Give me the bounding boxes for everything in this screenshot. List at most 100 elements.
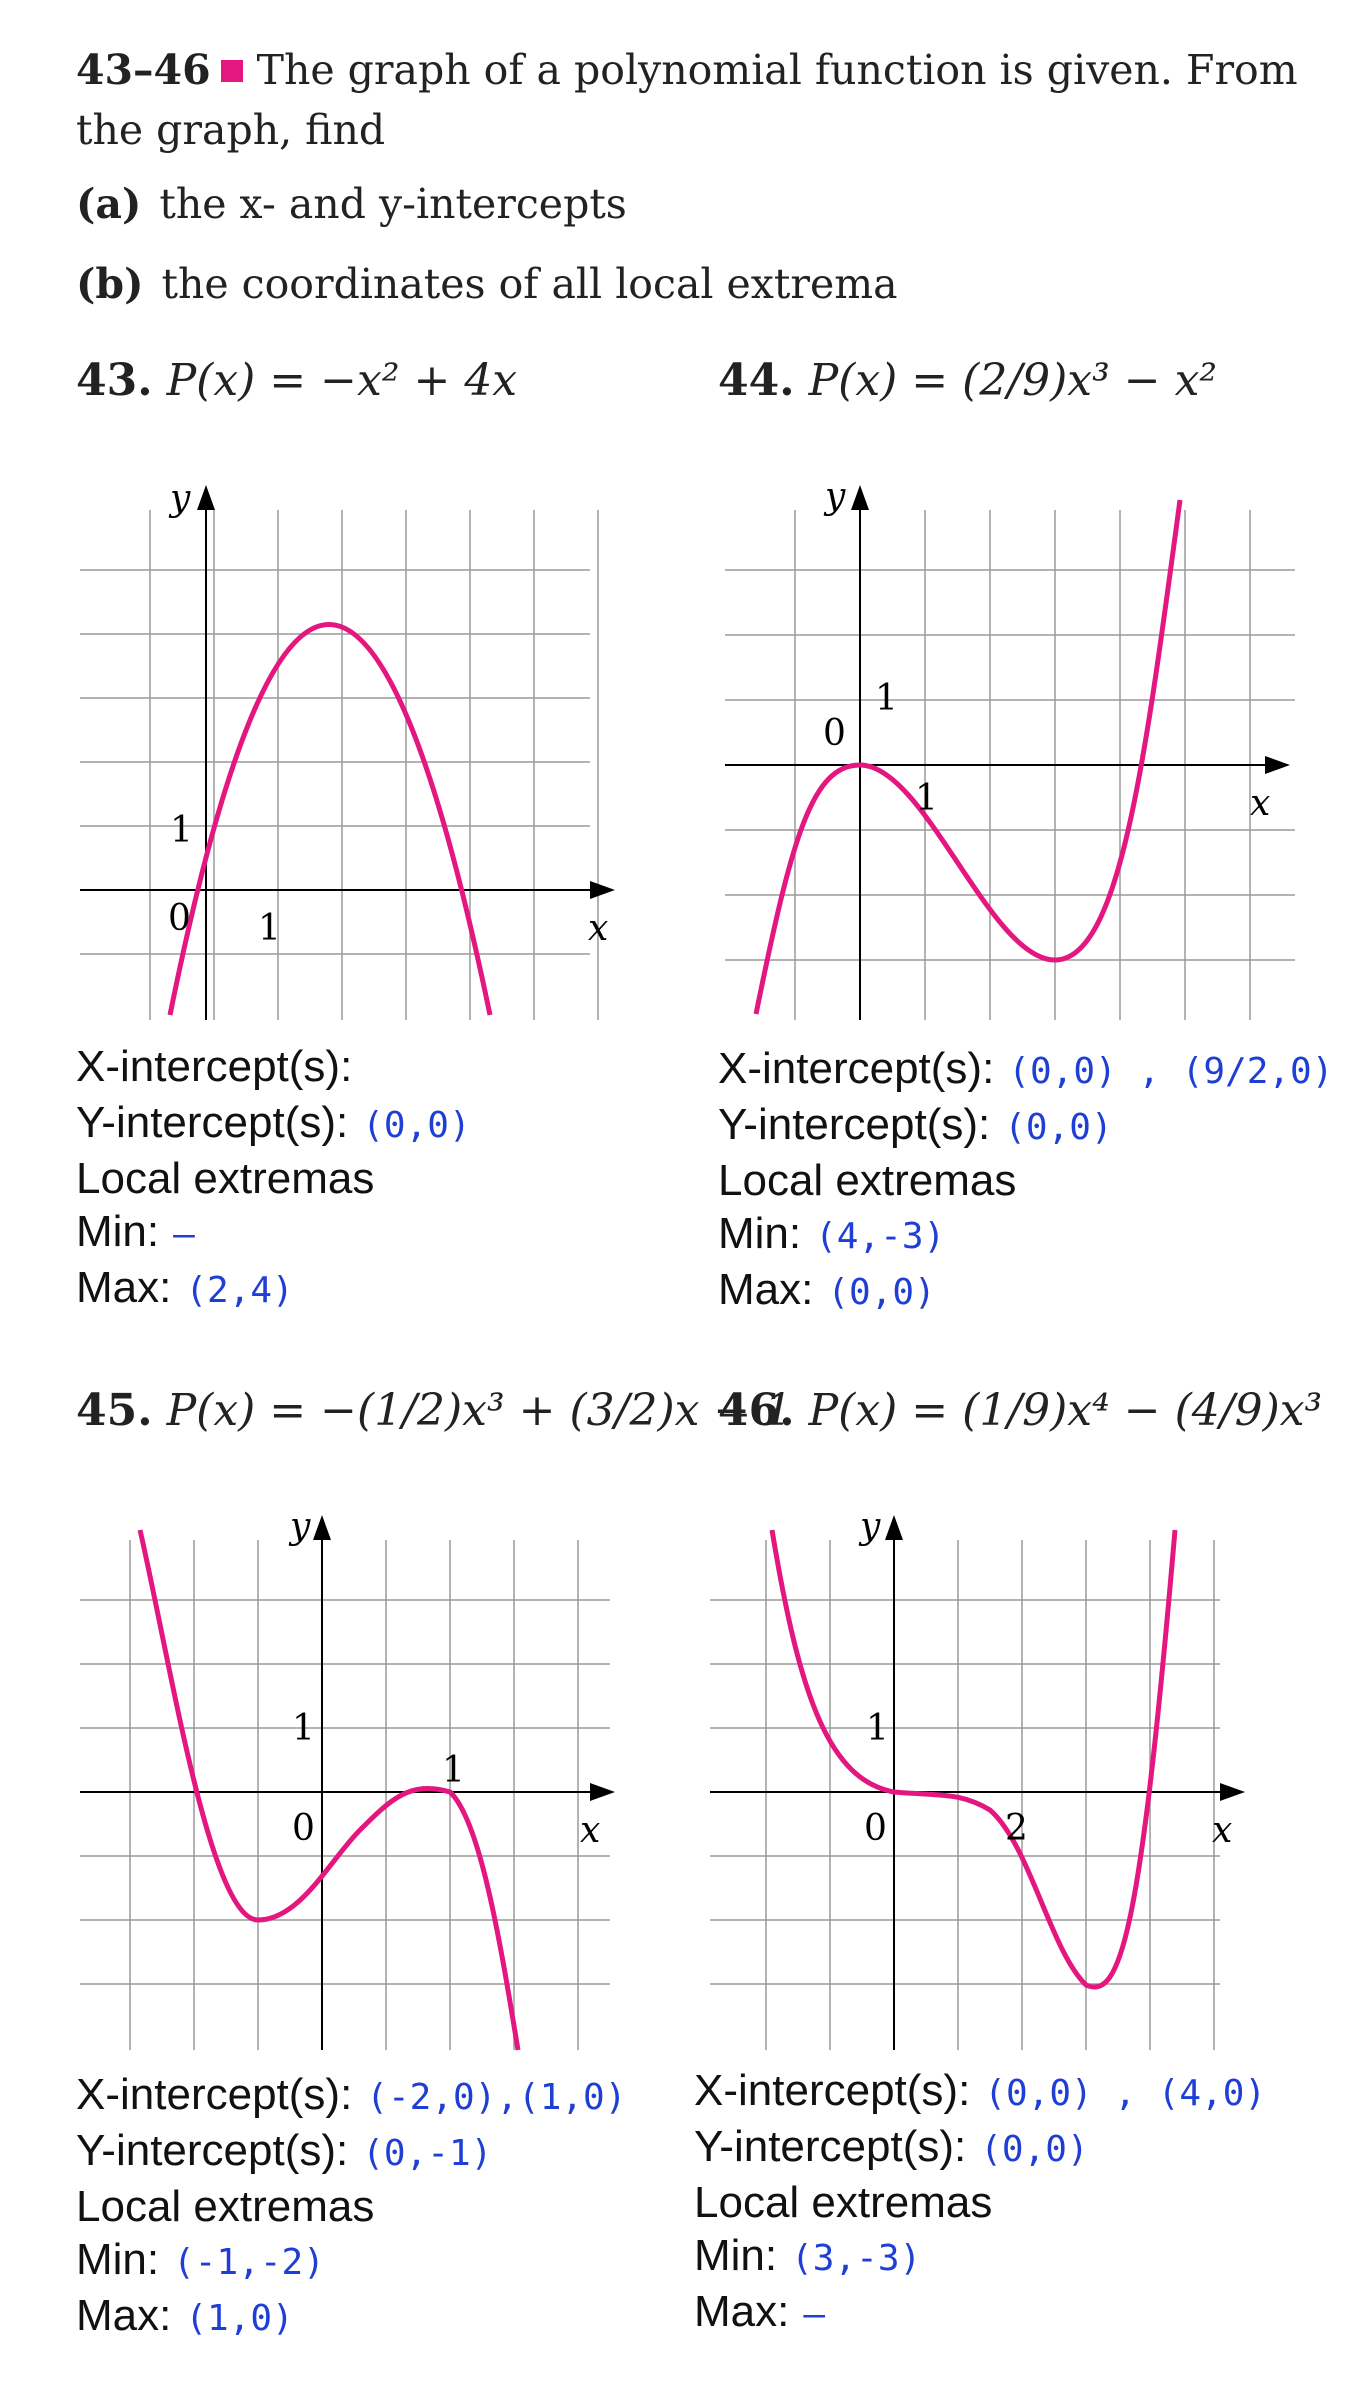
x-axis-label: x [588, 908, 608, 949]
origin-label: 0 [864, 1808, 887, 1849]
y-axis-label: y [168, 478, 191, 519]
part-b: (b) the coordinates of all local extrema [76, 260, 898, 308]
graph-46-grid [710, 1540, 1220, 2050]
origin-label: 0 [168, 898, 191, 939]
y-tick-label: 1 [875, 678, 898, 719]
max-answer: (2,4) [185, 1270, 294, 1311]
local-extremas-label: Local extremas [718, 1156, 1017, 1205]
problem-46-number: 46. [718, 1385, 795, 1436]
y-intercepts-label: Y-intercept(s): [76, 2126, 349, 2175]
origin-label: 0 [292, 1808, 315, 1849]
y-intercepts-answer: (0,0) [980, 2129, 1089, 2170]
x-tick-label: 2 [1005, 1808, 1028, 1849]
min-answer: – [173, 1214, 195, 1255]
x-axis-label: x [1212, 1810, 1232, 1851]
graph-44-curve [753, 499, 1183, 1015]
problem-44-function: P(x) = (2/9)x³ − x² [808, 355, 1218, 406]
max-answer: (0,0) [827, 1272, 936, 1313]
origin-label: 0 [823, 713, 846, 754]
graph-46: y x 0 2 1 [710, 1506, 1245, 2050]
x-intercepts-label: X-intercept(s): [76, 1042, 353, 1091]
x-axis-arrow-icon [1265, 756, 1290, 774]
y-tick-label: 1 [170, 810, 193, 851]
max-answer: (1,0) [185, 2298, 294, 2339]
part-b-text: the coordinates of all local extrema [161, 260, 898, 308]
problem-45-number: 45. [76, 1385, 153, 1436]
problem-44-number: 44. [718, 355, 795, 406]
graph-45: y x 0 1 1 [80, 1506, 615, 2051]
part-a-text: the x- and y-intercepts [159, 180, 627, 228]
x-intercepts-answer: (0,0) , (9/2,0) [1008, 1051, 1334, 1092]
y-axis-label: y [288, 1506, 311, 1547]
graph-44: y x 0 1 1 [725, 476, 1295, 1020]
part-a: (a) the x- and y-intercepts [76, 180, 627, 228]
graph-43-curve [167, 622, 493, 1016]
max-label: Max: [694, 2287, 790, 2336]
graph-45-curve [137, 1529, 521, 2051]
graph-43: y x 0 1 1 [80, 478, 615, 1020]
min-label: Min: [718, 1209, 802, 1258]
problem-43-number: 43. [76, 355, 153, 406]
y-intercepts-label: Y-intercept(s): [76, 1098, 349, 1147]
y-tick-label: 1 [866, 1708, 889, 1749]
x-axis-label: x [580, 1810, 600, 1851]
answers-46: X-intercept(s): (0,0) , (4,0) Y-intercept… [694, 2064, 1266, 2341]
x-tick-label: 1 [915, 778, 938, 819]
min-label: Min: [76, 1207, 160, 1256]
y-axis-arrow-icon [885, 1515, 903, 1540]
x-tick-label: 1 [258, 908, 281, 949]
min-answer: (4,-3) [815, 1216, 946, 1257]
problem-43-title: 43. P(x) = −x² + 4x [76, 355, 517, 406]
max-label: Max: [76, 1263, 172, 1312]
x-tick-label: 1 [442, 1750, 465, 1791]
part-b-label: (b) [76, 260, 144, 308]
y-intercepts-label: Y-intercept(s): [718, 1100, 991, 1149]
x-intercepts-answer: (-2,0),(1,0) [366, 2077, 627, 2118]
max-label: Max: [76, 2291, 172, 2340]
min-answer: (3,-3) [791, 2238, 922, 2279]
x-intercepts-answer: (0,0) , (4,0) [984, 2073, 1267, 2114]
graph-43-axes [80, 500, 600, 1020]
x-axis-arrow-icon [1220, 1783, 1245, 1801]
max-label: Max: [718, 1265, 814, 1314]
min-label: Min: [694, 2231, 778, 2280]
local-extremas-label: Local extremas [76, 2182, 375, 2231]
y-axis-label: y [823, 476, 846, 517]
graph-46-curve [769, 1529, 1178, 1990]
y-axis-arrow-icon [851, 485, 869, 510]
problem-46-title: 46. P(x) = (1/9)x⁴ − (4/9)x³ [718, 1385, 1322, 1436]
square-bullet-icon [220, 59, 243, 82]
x-intercepts-label: X-intercept(s): [718, 1044, 995, 1093]
header-text: The graph of a polynomial function is gi… [76, 46, 1298, 154]
problem-set-header: 43–46 The graph of a polynomial function … [76, 40, 1326, 160]
part-a-label: (a) [76, 180, 142, 228]
local-extremas-label: Local extremas [694, 2178, 993, 2227]
x-intercepts-label: X-intercept(s): [76, 2070, 353, 2119]
local-extremas-label: Local extremas [76, 1154, 375, 1203]
y-axis-arrow-icon [313, 1515, 331, 1540]
problem-44-title: 44. P(x) = (2/9)x³ − x² [718, 355, 1217, 406]
max-answer: – [803, 2294, 826, 2335]
y-tick-label: 1 [292, 1708, 315, 1749]
answers-45: X-intercept(s): (-2,0),(1,0) Y-intercept(… [76, 2068, 626, 2345]
x-axis-arrow-icon [590, 881, 615, 899]
x-axis-arrow-icon [590, 1783, 615, 1801]
x-axis-label: x [1250, 783, 1270, 824]
answers-43: X-intercept(s): Y-intercept(s): (0,0) Loc… [76, 1040, 471, 1317]
y-intercepts-answer: (0,0) [362, 1105, 471, 1146]
min-answer: (-1,-2) [173, 2242, 325, 2283]
y-intercepts-answer: (0,0) [1004, 1107, 1113, 1148]
problem-45-function: P(x) = −(1/2)x³ + (3/2)x − 1 [166, 1385, 793, 1436]
problem-45-title: 45. P(x) = −(1/2)x³ + (3/2)x − 1 [76, 1385, 792, 1436]
min-label: Min: [76, 2235, 160, 2284]
graph-45-axes [80, 1530, 600, 2050]
answers-44: X-intercept(s): (0,0) , (9/2,0) Y-interce… [718, 1042, 1333, 1319]
x-intercepts-label: X-intercept(s): [694, 2066, 971, 2115]
problem-range: 43–46 [76, 46, 211, 94]
y-intercepts-label: Y-intercept(s): [694, 2122, 967, 2171]
graph-44-axes [725, 500, 1275, 1020]
graph-43-grid [80, 510, 599, 1020]
problem-43-function: P(x) = −x² + 4x [166, 355, 518, 406]
y-axis-arrow-icon [197, 485, 215, 510]
y-axis-label: y [858, 1506, 881, 1547]
